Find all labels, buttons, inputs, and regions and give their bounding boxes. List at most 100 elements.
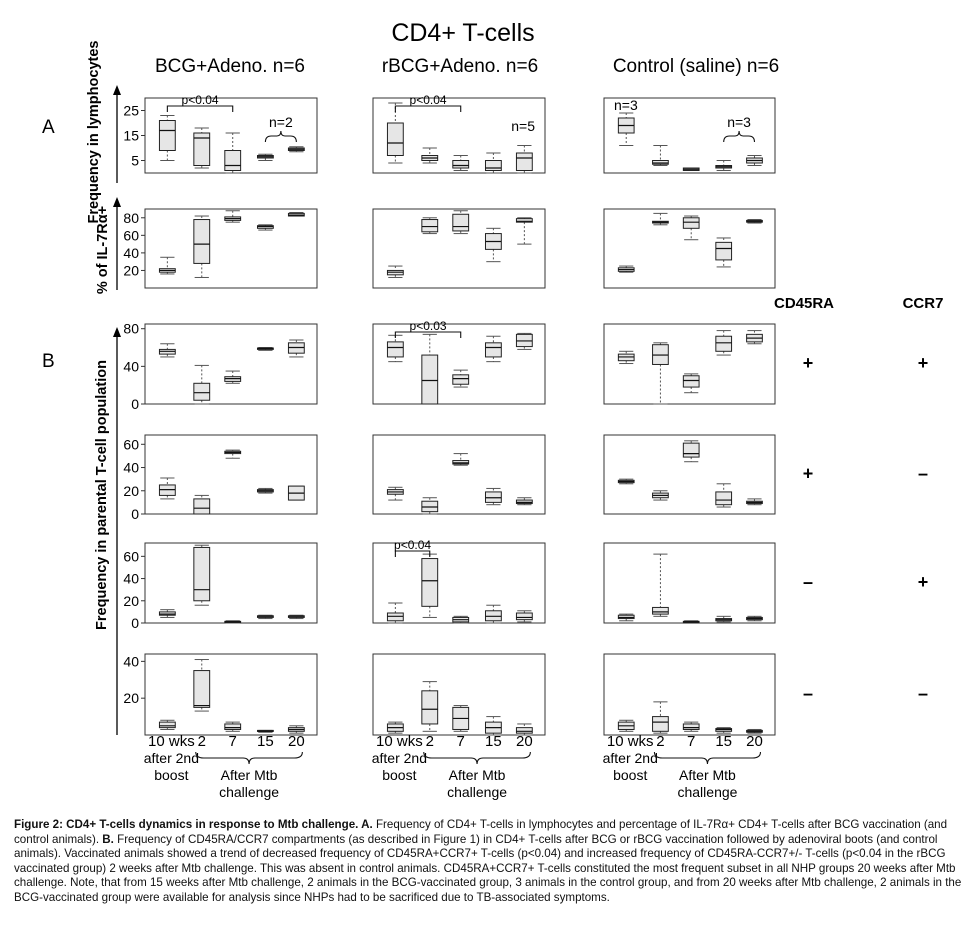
box-b1-1-3	[484, 335, 502, 363]
box-a1-0-2	[224, 132, 242, 174]
box-b4-2-2	[682, 721, 700, 732]
figure-caption: Figure 2: CD4+ T-cells dynamics in respo…	[14, 818, 964, 906]
y-tick-label: 60	[123, 548, 139, 564]
caption-lead-b: B.	[99, 832, 114, 846]
box-a1-2-2	[682, 167, 700, 171]
n-brace	[723, 130, 756, 143]
n-annotation: n=3	[614, 97, 638, 113]
box-b2-2-1	[652, 490, 669, 501]
n-annotation: n=2	[269, 114, 293, 130]
plot-frame	[144, 434, 318, 515]
plot-frame	[372, 542, 546, 624]
y-tick-label: 20	[123, 262, 139, 278]
significance-label: p<0.04	[410, 93, 447, 107]
box-b2-2-4	[746, 498, 763, 506]
panel-b3-0: 0 20 40 60	[123, 542, 318, 631]
box-b4-1-2	[452, 705, 470, 732]
panel-b2-2	[603, 434, 776, 515]
box-b4-1-3	[484, 716, 502, 736]
y-tick-label: 60	[123, 436, 139, 452]
box-b4-1-4	[515, 723, 533, 736]
plot-frame	[144, 542, 318, 624]
box-b2-2-3	[715, 483, 733, 508]
box-b1-0-4	[287, 339, 305, 358]
box-b4-1-0	[386, 721, 404, 734]
x-tick-label: 2	[198, 733, 206, 750]
ylabel-arrowhead-b	[113, 327, 121, 337]
marker-ccr7-2: –	[918, 464, 928, 484]
panel-b1-2	[603, 323, 776, 405]
x-label-challenge: challenge	[447, 784, 507, 800]
x-tick-label: 20	[288, 733, 305, 750]
box-iqr	[421, 690, 439, 725]
box-iqr	[421, 354, 439, 405]
panel-a1-0: 5 15 25 p<0.04 n=2	[123, 93, 318, 174]
significance-bracket	[394, 331, 462, 338]
significance-label: p<0.04	[182, 93, 219, 107]
n-brace	[264, 130, 297, 143]
x-tick-label: 7	[229, 733, 237, 750]
panel-b1-1: p<0.03	[372, 319, 546, 405]
y-tick-label: 40	[123, 460, 139, 476]
box-iqr	[224, 723, 242, 730]
figure-title: CD4+ T-cells	[391, 19, 534, 47]
x-label-boost: boost	[382, 767, 416, 783]
box-a1-1-2	[452, 155, 470, 171]
panel-b4-1	[372, 653, 546, 736]
y-tick-label: 0	[131, 506, 139, 522]
box-b2-1-0	[386, 486, 404, 501]
box-iqr	[224, 150, 242, 171]
box-a1-1-3	[484, 152, 502, 174]
box-b2-0-4	[287, 485, 305, 501]
box-iqr	[484, 160, 502, 171]
box-iqr	[715, 491, 733, 506]
box-b3-2-1	[652, 553, 669, 617]
x-label-after-mtb: After Mtb	[221, 767, 278, 783]
box-b3-1-0	[386, 602, 404, 624]
n-annotation: n=3	[727, 114, 751, 130]
box-a2-2-1	[652, 212, 669, 226]
box-b3-1-2	[452, 615, 470, 624]
box-iqr	[652, 160, 669, 165]
box-iqr	[515, 727, 533, 734]
box-iqr	[715, 241, 733, 261]
box-b4-2-0	[617, 719, 635, 732]
box-iqr	[715, 335, 733, 352]
y-tick-label: 20	[123, 690, 139, 706]
box-a1-2-4	[746, 155, 763, 166]
box-b3-0-4	[287, 614, 305, 620]
box-iqr	[158, 120, 176, 151]
box-iqr	[193, 132, 211, 166]
box-b4-0-2	[224, 721, 242, 732]
x-label-after-mtb: After Mtb	[449, 767, 506, 783]
y-tick-label: 25	[123, 103, 139, 119]
marker-cd45ra-2: +	[803, 464, 814, 484]
marker-header-ccr7: CCR7	[903, 295, 944, 312]
box-a2-1-4	[515, 217, 533, 245]
box-iqr	[452, 160, 470, 169]
box-iqr	[421, 219, 439, 233]
box-b1-2-0	[617, 350, 635, 365]
box-b3-2-4	[746, 615, 763, 622]
box-a2-2-3	[715, 237, 733, 268]
box-b4-2-4	[746, 728, 763, 734]
panel-a1-1: p<0.04 n=5	[372, 93, 546, 174]
box-b1-1-2	[452, 369, 470, 388]
x-tick-label: 7	[687, 733, 695, 750]
box-a1-0-1	[193, 127, 211, 169]
box-iqr	[386, 122, 404, 156]
box-iqr	[515, 612, 533, 621]
y-tick-label: 60	[123, 227, 139, 243]
x-label-challenge: challenge	[677, 784, 737, 800]
y-tick-label: 80	[123, 321, 139, 337]
box-iqr	[421, 558, 439, 607]
box-a1-1-1	[421, 147, 439, 164]
box-a2-1-2	[452, 210, 470, 235]
x-label-boost: boost	[613, 767, 647, 783]
box-b2-0-2	[224, 449, 242, 459]
box-b2-1-1	[421, 497, 439, 515]
x-label-after-mtb: After Mtb	[679, 767, 736, 783]
x-tick-label: 10 wks	[376, 733, 423, 750]
